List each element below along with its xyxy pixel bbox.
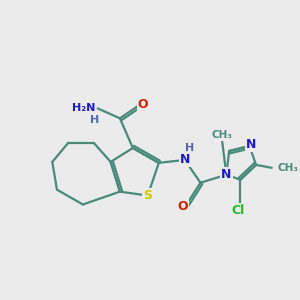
Text: N: N	[221, 168, 232, 181]
Text: CH₃: CH₃	[211, 130, 232, 140]
Text: H₂N: H₂N	[71, 103, 95, 113]
Text: S: S	[143, 189, 152, 202]
Text: H: H	[90, 115, 100, 125]
Text: O: O	[178, 200, 188, 213]
Text: CH₃: CH₃	[277, 163, 298, 173]
Text: H: H	[185, 143, 194, 153]
Text: N: N	[179, 153, 190, 167]
Text: N: N	[246, 138, 256, 151]
Text: O: O	[138, 98, 148, 111]
Text: Cl: Cl	[232, 204, 245, 217]
